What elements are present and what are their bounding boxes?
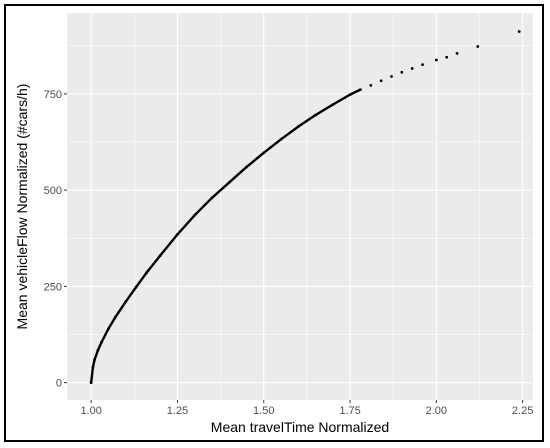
data-point [262, 151, 266, 155]
x-tick-label: 2.00 [426, 405, 447, 417]
data-point [113, 315, 117, 319]
y-tick-label: 500 [44, 185, 62, 197]
data-point [93, 358, 97, 361]
major-gridlines [67, 13, 533, 400]
data-point [421, 63, 424, 66]
y-tick-label: 750 [44, 89, 62, 101]
data-point [455, 52, 459, 55]
x-tick-label: 1.50 [253, 405, 274, 417]
data-point [124, 300, 128, 304]
y-tick-label: 0 [56, 378, 62, 390]
minor-gridlines [67, 13, 533, 400]
data-point [107, 327, 110, 331]
x-tick-label: 1.00 [80, 405, 101, 417]
x-axis-ticks: 1.00 1.25 1.50 1.75 2.00 2.25 [80, 400, 533, 417]
data-point [210, 196, 214, 200]
y-axis-title: Mean vehicleFlow Normalized (#cars/h) [14, 84, 30, 330]
data-point [445, 55, 449, 59]
data-point [331, 103, 335, 107]
data-point [476, 45, 480, 48]
data-point [359, 88, 362, 92]
data-points [89, 30, 521, 385]
y-tick-label: 250 [44, 281, 62, 293]
x-tick-label: 2.25 [512, 405, 533, 417]
data-point [176, 233, 179, 236]
data-point [400, 70, 404, 74]
data-point [296, 125, 300, 128]
data-point [245, 165, 248, 169]
y-axis-ticks: 0 250 500 750 [44, 89, 67, 390]
plot-panel [67, 13, 533, 400]
data-point [379, 79, 383, 83]
x-axis-title: Mean travelTime Normalized [211, 419, 389, 435]
data-point [193, 213, 197, 217]
data-point [100, 340, 103, 344]
data-point [390, 75, 393, 78]
data-point [227, 181, 231, 184]
data-point [158, 254, 162, 257]
x-tick-label: 1.25 [167, 405, 188, 417]
data-point [348, 93, 352, 97]
data-point [517, 30, 521, 33]
data-point [369, 83, 373, 87]
data-point [96, 348, 100, 352]
data-point [314, 113, 317, 117]
data-point [89, 381, 93, 385]
data-point [91, 365, 95, 369]
data-point [144, 271, 148, 275]
data-point [434, 58, 438, 62]
data-point [410, 67, 414, 70]
data-point [134, 285, 138, 289]
data-point [279, 137, 283, 141]
x-tick-label: 1.75 [339, 405, 360, 417]
